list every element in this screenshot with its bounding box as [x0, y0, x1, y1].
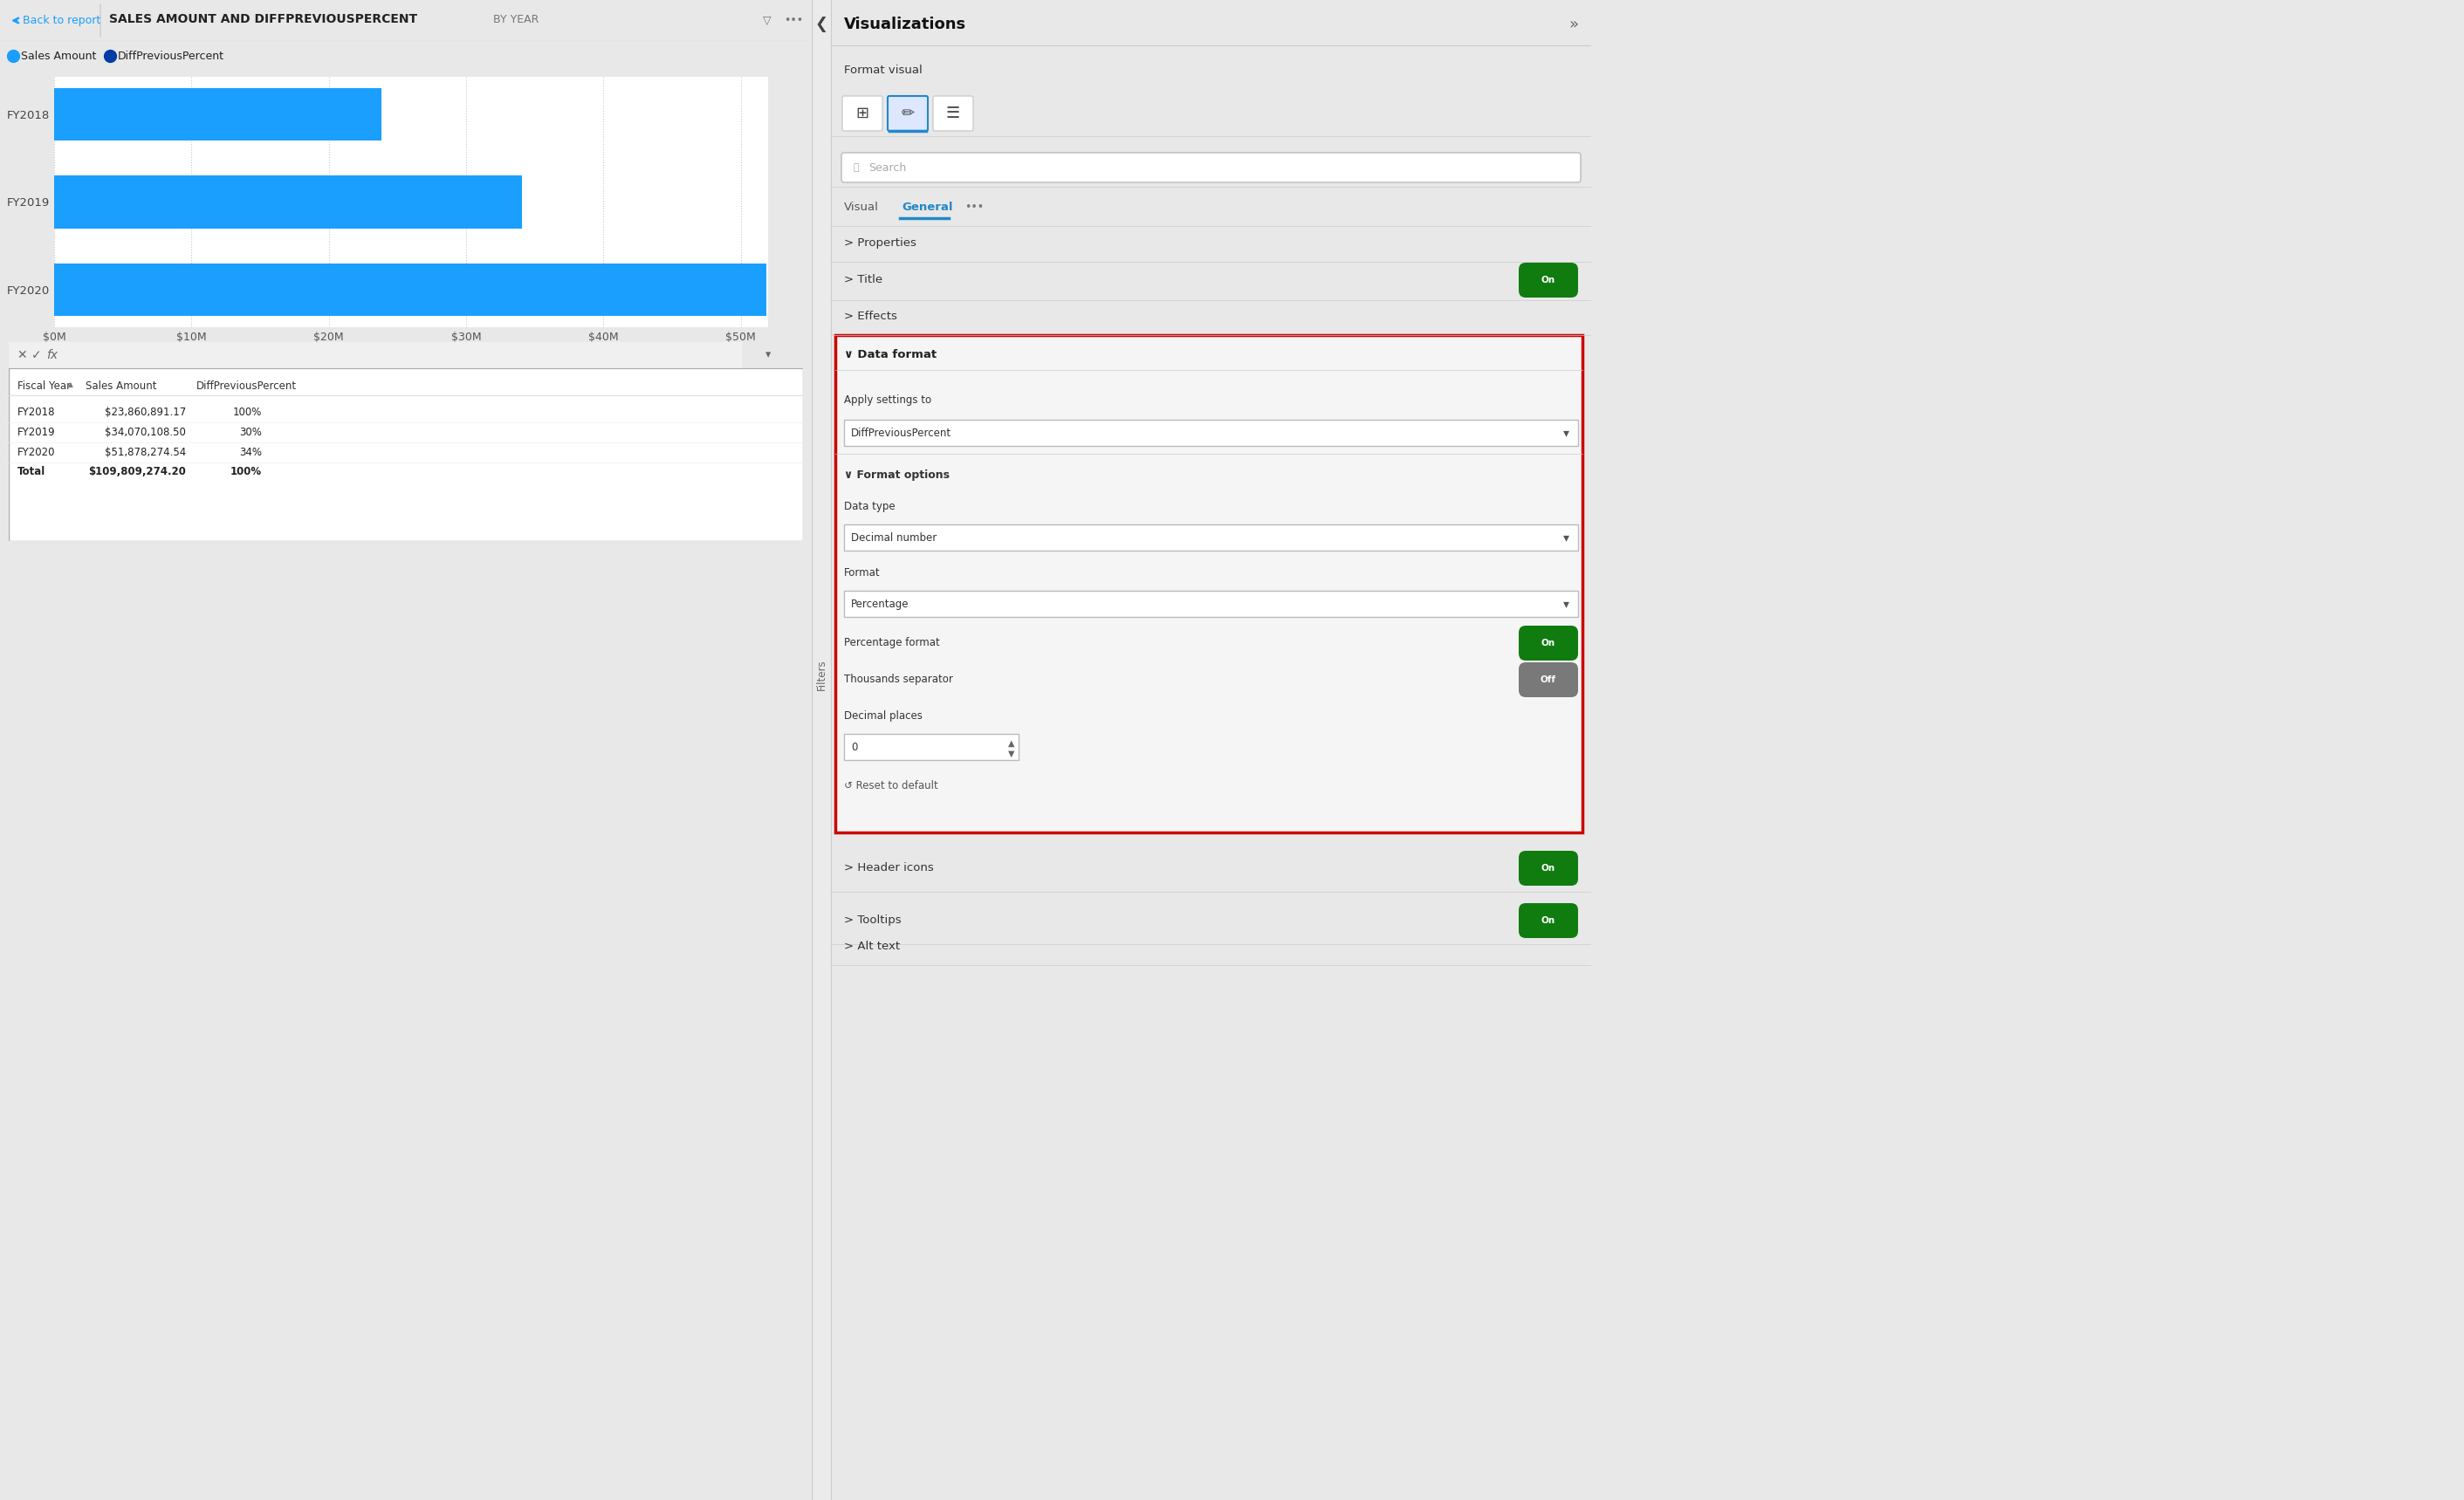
FancyBboxPatch shape: [1518, 663, 1577, 698]
Text: ∨ Data format: ∨ Data format: [845, 348, 936, 360]
Text: Off: Off: [1540, 675, 1557, 684]
Text: BY YEAR: BY YEAR: [493, 13, 540, 26]
Text: > Effects: > Effects: [845, 310, 897, 321]
Text: Apply settings to: Apply settings to: [845, 395, 931, 405]
Bar: [10, 342, 803, 368]
Bar: [835, 334, 1582, 833]
Text: ❮: ❮: [816, 16, 828, 33]
Bar: [845, 591, 1577, 616]
Text: ✏: ✏: [902, 105, 914, 122]
Text: Back to report: Back to report: [22, 15, 101, 26]
Text: $51,878,274.54: $51,878,274.54: [103, 447, 185, 457]
Text: Decimal number: Decimal number: [850, 532, 936, 543]
Text: $23,860,891.17: $23,860,891.17: [103, 407, 185, 417]
Text: Format: Format: [845, 567, 880, 578]
Text: > Title: > Title: [845, 273, 882, 285]
FancyBboxPatch shape: [887, 96, 929, 130]
Text: 34%: 34%: [239, 447, 261, 457]
Bar: [845, 734, 1018, 760]
Text: DiffPreviousPercent: DiffPreviousPercent: [850, 427, 951, 438]
Text: Percentage: Percentage: [850, 599, 909, 609]
Text: ☰: ☰: [946, 105, 961, 122]
Text: •••: •••: [784, 15, 803, 26]
Text: fx: fx: [47, 350, 57, 362]
Text: DiffPreviousPercent: DiffPreviousPercent: [118, 50, 224, 62]
Text: On: On: [1542, 916, 1555, 926]
Text: $109,809,274.20: $109,809,274.20: [89, 467, 185, 477]
FancyBboxPatch shape: [1518, 262, 1577, 297]
Text: FY2018: FY2018: [17, 407, 54, 417]
Bar: [845, 525, 1577, 550]
Text: 0: 0: [850, 741, 857, 753]
Text: FY2020: FY2020: [17, 447, 54, 457]
Text: > Alt text: > Alt text: [845, 941, 899, 951]
Text: 30%: 30%: [239, 426, 261, 438]
Text: General: General: [902, 201, 954, 213]
Text: Thousands separator: Thousands separator: [845, 674, 954, 684]
Text: $34,070,108.50: $34,070,108.50: [106, 426, 185, 438]
Text: Total: Total: [17, 467, 47, 477]
Bar: [54, 264, 766, 316]
Text: Sales Amount: Sales Amount: [86, 380, 158, 392]
Text: On: On: [1542, 639, 1555, 648]
Text: Visualizations: Visualizations: [845, 16, 966, 33]
Bar: [811, 0, 830, 1500]
Text: ▾: ▾: [1562, 597, 1570, 610]
Bar: [54, 88, 382, 141]
Bar: [845, 420, 1577, 446]
Text: 100%: 100%: [232, 407, 261, 417]
Text: SALES AMOUNT AND DIFFPREVIOUSPERCENT: SALES AMOUNT AND DIFFPREVIOUSPERCENT: [108, 13, 416, 26]
FancyBboxPatch shape: [934, 96, 973, 130]
Text: Filters: Filters: [816, 660, 828, 690]
Text: DiffPreviousPercent: DiffPreviousPercent: [197, 380, 296, 392]
FancyBboxPatch shape: [1518, 626, 1577, 660]
FancyBboxPatch shape: [1518, 850, 1577, 885]
X-axis label: Sales Amount and DiffPreviousPercent: Sales Amount and DiffPreviousPercent: [296, 355, 527, 368]
Text: 🔍: 🔍: [853, 164, 857, 173]
Text: ▾: ▾: [1562, 531, 1570, 543]
Text: Visual: Visual: [845, 201, 880, 213]
Bar: [54, 176, 522, 228]
Text: ▾: ▾: [766, 350, 771, 362]
Text: Percentage format: Percentage format: [845, 636, 939, 648]
Text: ∨ Format options: ∨ Format options: [845, 470, 949, 480]
Text: ✓: ✓: [32, 350, 42, 362]
Text: ⊞: ⊞: [855, 105, 870, 122]
Text: Format visual: Format visual: [845, 64, 922, 75]
Text: > Tooltips: > Tooltips: [845, 913, 902, 925]
Text: ▼: ▼: [1008, 750, 1015, 759]
Text: ▲: ▲: [69, 381, 74, 389]
Text: Sales Amount: Sales Amount: [22, 50, 96, 62]
FancyBboxPatch shape: [1518, 903, 1577, 938]
Bar: [742, 342, 803, 368]
FancyBboxPatch shape: [843, 96, 882, 130]
Text: On: On: [1542, 276, 1555, 285]
Text: Fiscal Year: Fiscal Year: [17, 380, 71, 392]
Text: On: On: [1542, 864, 1555, 873]
Text: Decimal places: Decimal places: [845, 710, 922, 722]
Text: •••: •••: [963, 201, 983, 213]
FancyBboxPatch shape: [840, 153, 1582, 183]
Text: ▽: ▽: [764, 15, 771, 26]
Text: ↺ Reset to default: ↺ Reset to default: [845, 780, 939, 790]
Text: »: »: [1570, 16, 1577, 33]
Text: > Properties: > Properties: [845, 237, 917, 249]
Text: ✕: ✕: [17, 350, 27, 362]
Text: ▲: ▲: [1008, 740, 1015, 748]
Text: Data type: Data type: [845, 501, 894, 512]
Text: > Header icons: > Header icons: [845, 861, 934, 873]
Text: ▾: ▾: [1562, 426, 1570, 440]
Text: 100%: 100%: [229, 467, 261, 477]
Text: Search: Search: [867, 162, 907, 172]
Text: FY2019: FY2019: [17, 426, 57, 438]
